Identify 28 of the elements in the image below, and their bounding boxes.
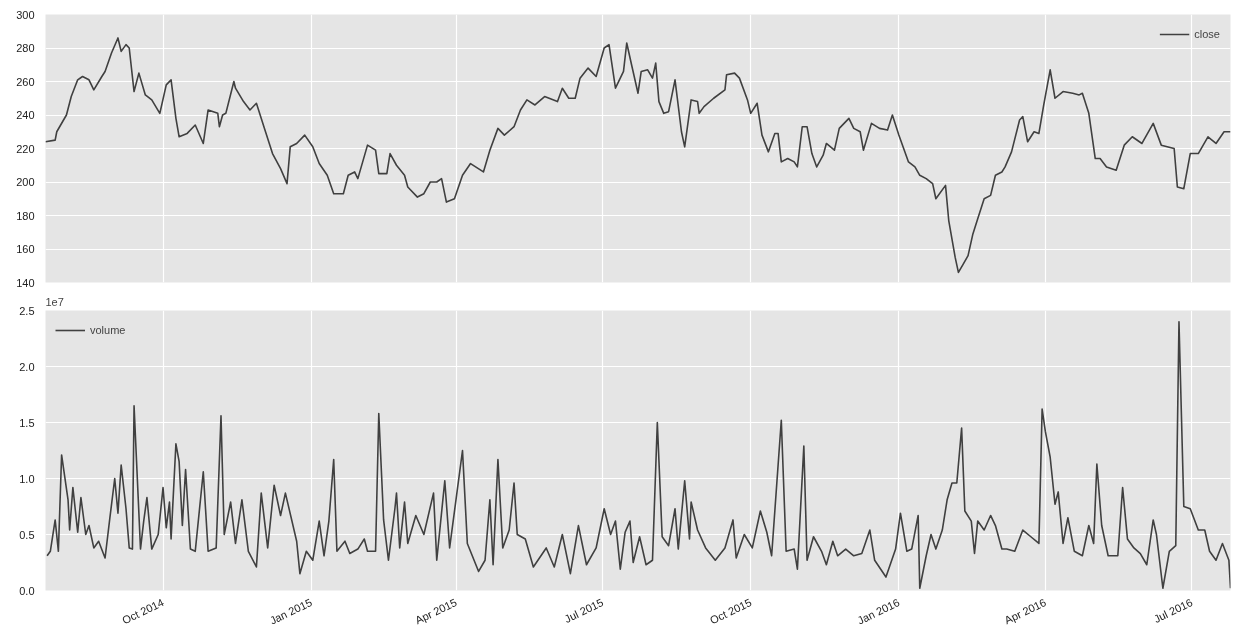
y-tick-label: 2.0	[19, 360, 35, 373]
y-tick-label: 1.5	[19, 416, 35, 429]
x-tick-label: Oct 2015	[707, 596, 754, 627]
x-tick-label: Oct 2014	[120, 596, 166, 627]
line-series	[46, 320, 1231, 590]
y-tick-label: 240	[16, 109, 35, 121]
x-tick-label: Jul 2015	[562, 596, 606, 625]
x-tick-label: Apr 2015	[413, 596, 459, 627]
y-tick-label: 1.0	[19, 472, 35, 485]
y-tick-label: 140	[16, 276, 35, 289]
x-tick-label: Jan 2016	[855, 596, 902, 627]
x-tick-label: Jul 2016	[1151, 596, 1195, 625]
y-tick-label: 180	[16, 209, 35, 222]
y-tick-label: 2.5	[19, 304, 35, 317]
y-tick-label: 0.0	[19, 584, 35, 597]
legend-label: close	[1194, 28, 1220, 40]
y-tick-label: 260	[16, 75, 35, 88]
y-tick-label: 160	[16, 243, 35, 255]
y-tick-label: 0.5	[19, 528, 35, 541]
x-tick-label: Jan 2015	[267, 596, 314, 627]
y-tick-label: 200	[16, 176, 35, 188]
line-series	[45, 37, 1231, 274]
x-tick-label: Apr 2016	[1002, 596, 1048, 627]
y-tick-label: 300	[16, 8, 35, 21]
legend-label: volume	[90, 324, 126, 336]
text: 1e7	[45, 295, 64, 308]
y-tick-label: 220	[16, 142, 35, 155]
y-tick-label: 280	[16, 42, 35, 54]
